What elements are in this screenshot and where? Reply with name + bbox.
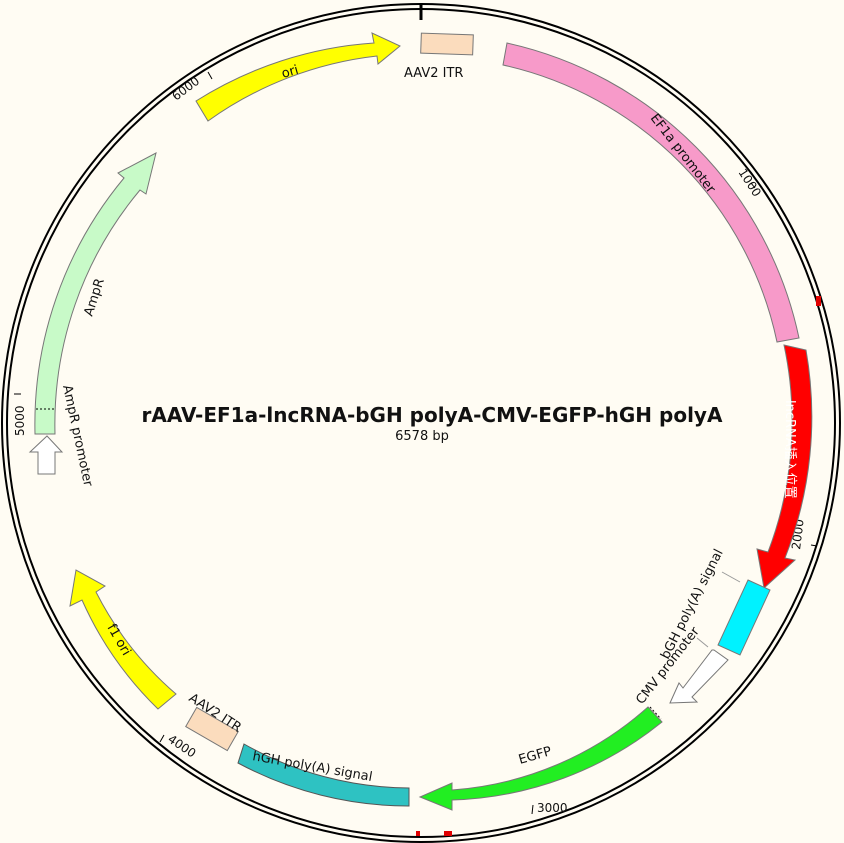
feature-ampr-promoter[interactable] [28, 435, 64, 475]
feature-cmv-promoter[interactable] [669, 649, 729, 704]
feature-ef1a-promoter[interactable] [502, 42, 800, 343]
egfp-dotted-cap [649, 706, 662, 720]
tick-line [207, 71, 213, 80]
feature-egfp[interactable] [418, 706, 663, 811]
backbone-red-mark [444, 831, 452, 836]
tick-line [750, 182, 756, 189]
tick-label-4000: 4000 [165, 732, 198, 761]
feature-bgh-polya[interactable] [717, 579, 771, 656]
feature-aav2-itr-top[interactable] [420, 32, 474, 56]
feature-label-ori: ori [280, 63, 300, 82]
feature-label-ampr-promoter: AmpR promoter [59, 384, 95, 489]
feature-hgh-polya[interactable] [237, 743, 410, 807]
feature-ori[interactable] [195, 32, 401, 122]
tick-label-6000: 6000 [169, 74, 202, 104]
tick-label-3000: 3000 [537, 801, 568, 815]
tick-line [531, 804, 534, 815]
backbone-red-mark [416, 831, 420, 836]
backbone-red-mark [816, 296, 821, 306]
leader-line [721, 571, 741, 583]
feature-label-egfp: EGFP [517, 744, 554, 768]
leader-line [696, 637, 709, 648]
plasmid-length: 6578 bp [395, 429, 449, 444]
feature-label-aav2-itr-top: AAV2 ITR [404, 66, 463, 81]
tick-label-1000: 1000 [735, 166, 763, 199]
feature-label-ampr: AmpR [82, 277, 108, 319]
plasmid-title: rAAV-EF1a-lncRNA-bGH polyA-CMV-EGFP-hGH … [142, 403, 723, 427]
feature-f1-ori[interactable] [69, 569, 177, 710]
tick-line [159, 734, 165, 743]
tick-line [810, 544, 818, 547]
feature-ampr[interactable] [34, 152, 157, 435]
tick-label-5000: 5000 [13, 405, 27, 436]
feature-aav2-itr-bottom[interactable] [185, 706, 239, 752]
feature-label-lncrna-insert: lncRNA插入位置 [782, 400, 797, 499]
